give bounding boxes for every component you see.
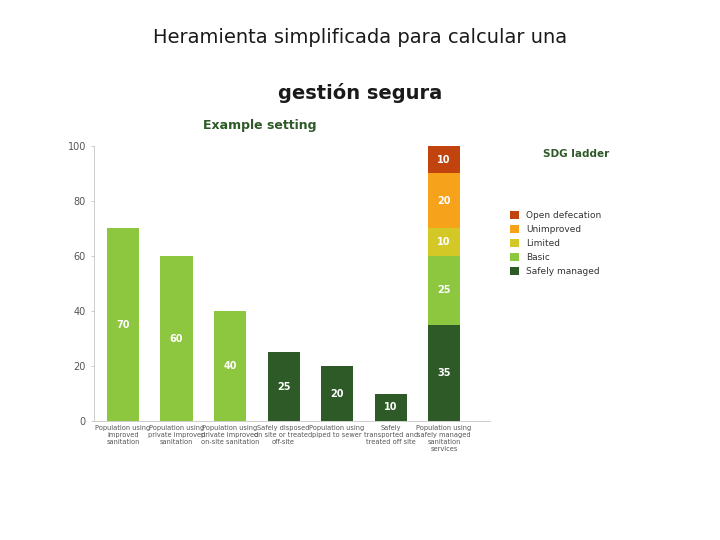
Bar bbox=[214, 311, 246, 421]
Text: Organization: Organization bbox=[19, 514, 75, 523]
Text: 20: 20 bbox=[330, 389, 344, 399]
Legend: Open defecation, Unimproved, Limited, Basic, Safely managed: Open defecation, Unimproved, Limited, Ba… bbox=[510, 211, 601, 276]
Text: gestión segura: gestión segura bbox=[278, 83, 442, 103]
Circle shape bbox=[0, 490, 263, 528]
Text: 25: 25 bbox=[276, 382, 290, 392]
Bar bbox=[428, 325, 460, 421]
Text: 24: 24 bbox=[693, 502, 711, 516]
Bar bbox=[107, 228, 139, 421]
Bar bbox=[268, 353, 300, 421]
Text: 70: 70 bbox=[117, 320, 130, 330]
Text: unicef: unicef bbox=[570, 500, 632, 518]
Bar bbox=[321, 366, 353, 421]
Text: Example setting: Example setting bbox=[203, 119, 317, 132]
Bar bbox=[428, 146, 460, 173]
Text: 10: 10 bbox=[437, 154, 451, 165]
Text: World Health: World Health bbox=[19, 500, 75, 509]
Text: 20: 20 bbox=[437, 196, 451, 206]
Text: 10: 10 bbox=[384, 402, 397, 413]
Bar bbox=[374, 394, 407, 421]
Text: SDG ladder: SDG ladder bbox=[543, 149, 609, 159]
Bar bbox=[428, 228, 460, 256]
Text: JMP: JMP bbox=[273, 497, 325, 521]
Text: 60: 60 bbox=[170, 334, 184, 343]
Bar bbox=[428, 173, 460, 228]
Text: Heramienta simplificada para calcular una: Heramienta simplificada para calcular un… bbox=[153, 28, 567, 47]
Text: 10: 10 bbox=[437, 237, 451, 247]
Text: 35: 35 bbox=[437, 368, 451, 378]
Bar bbox=[161, 256, 193, 421]
Text: 40: 40 bbox=[223, 361, 237, 371]
Text: 25: 25 bbox=[437, 285, 451, 295]
Text: WHO / UNICEF Joint Monitoring
Programme (JMP) for Water Supply
and Sanitation: WHO / UNICEF Joint Monitoring Programme … bbox=[364, 500, 472, 518]
Bar bbox=[428, 256, 460, 325]
